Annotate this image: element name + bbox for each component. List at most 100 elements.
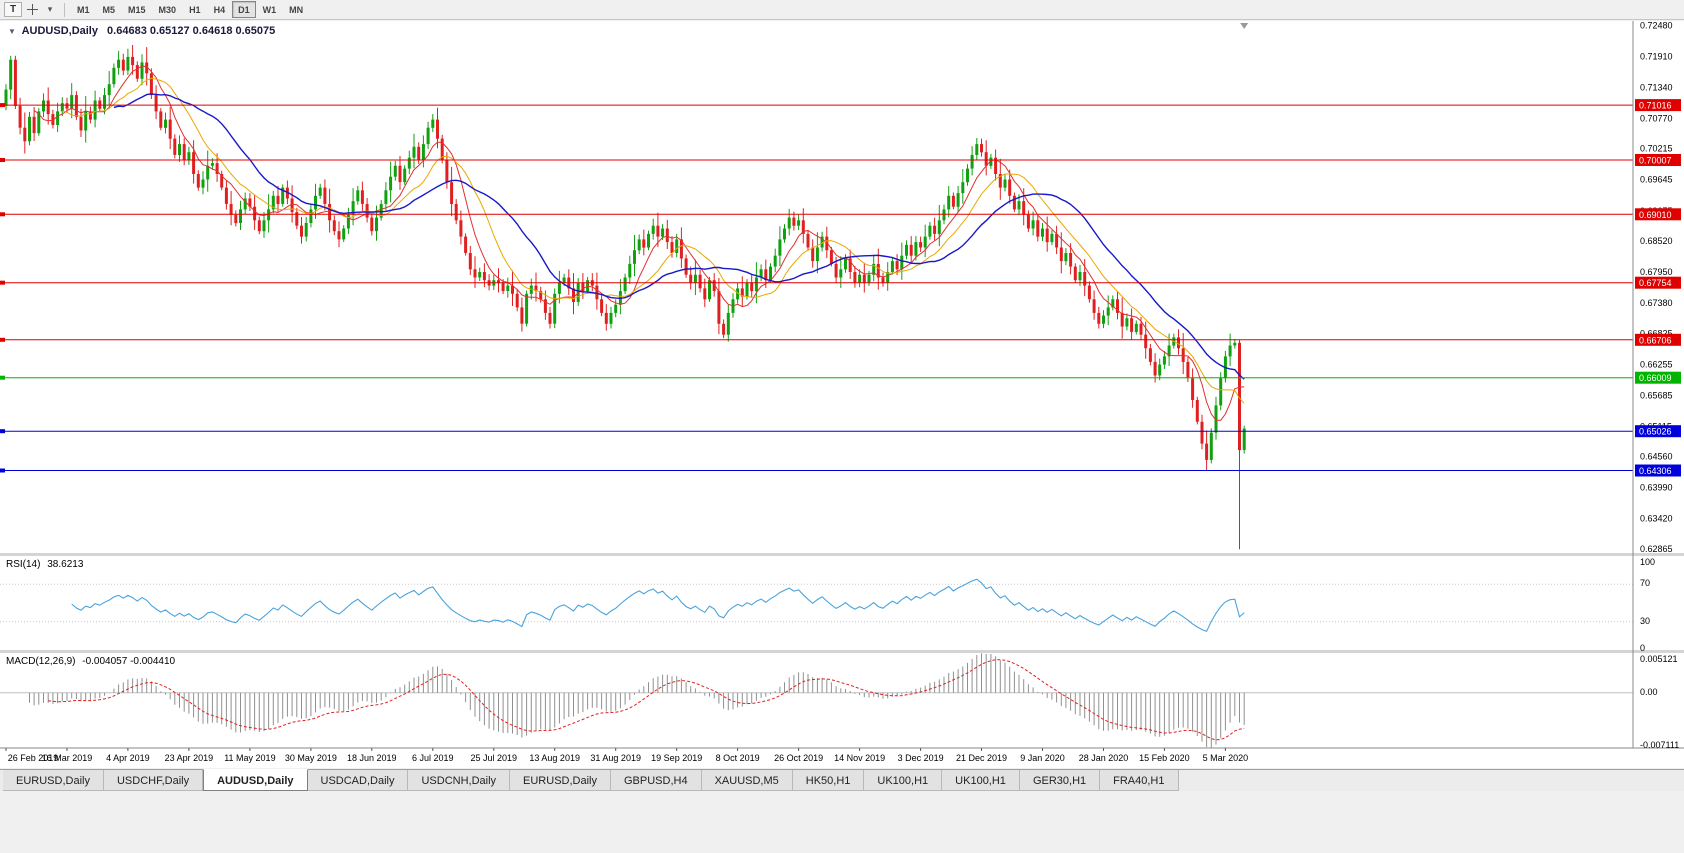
chart-window: 0.72480 0.71910 0.71340 0.70770 0.70215 0.696… (0, 20, 1684, 768)
svg-text:26 Feb 2019: 26 Feb 2019 (8, 753, 59, 763)
timeframe-button-d1[interactable]: D1 (232, 1, 256, 18)
svg-text:9 Jan 2020: 9 Jan 2020 (1020, 753, 1065, 763)
chart-tab-5-eurusd-daily[interactable]: EURUSD,Daily (510, 770, 611, 791)
svg-text:0.71016: 0.71016 (1639, 101, 1672, 111)
svg-text:0.65026: 0.65026 (1639, 427, 1672, 437)
svg-text:4 Apr 2019: 4 Apr 2019 (106, 753, 150, 763)
line-anchor[interactable] (0, 158, 5, 162)
timeframe-button-m5[interactable]: M5 (102, 4, 116, 15)
timeframe-button-mn[interactable]: MN (289, 4, 304, 15)
top-toolbar: T ▾ M1 M5 M15 M30 H1 H4 D1 W1 MN (0, 0, 1684, 20)
timeframe-button-m15[interactable]: M15 (128, 4, 146, 15)
svg-text:0.64560: 0.64560 (1640, 452, 1673, 462)
line-anchor[interactable] (0, 212, 5, 217)
collapse-icon[interactable]: ▼ (8, 27, 16, 36)
chart-symbol-label: AUDUSD,Daily (21, 25, 98, 37)
svg-text:0.70770: 0.70770 (1640, 114, 1673, 124)
svg-text:0.65685: 0.65685 (1640, 390, 1673, 400)
line-price-badge: 0.66706 (1635, 333, 1681, 346)
line-price-badge: 0.71016 (1635, 99, 1681, 112)
line-price-badge: 0.67754 (1635, 276, 1681, 289)
chart-tab-bar: EURUSD,Daily USDCHF,Daily AUDUSD,Daily USDC… (0, 769, 1684, 791)
panel-splitter[interactable] (0, 650, 1684, 653)
chart-ohlc-values: 0.64683 0.65127 0.64618 0.65075 (107, 25, 276, 37)
svg-text:0.72480: 0.72480 (1640, 21, 1673, 30)
candlesticks (4, 45, 1246, 550)
chart-shift-marker[interactable] (1240, 23, 1249, 29)
timeframe-button-h1[interactable]: H1 (189, 4, 201, 15)
svg-text:0.69010: 0.69010 (1639, 210, 1672, 220)
timeframe-button-w1[interactable]: W1 (262, 4, 277, 15)
svg-text:0.66706: 0.66706 (1639, 335, 1672, 345)
line-anchor[interactable] (0, 429, 5, 434)
tool-dropdown-button[interactable]: ▾ (42, 1, 58, 18)
line-anchor[interactable] (0, 280, 5, 285)
timeframe-button-m30[interactable]: M30 (158, 4, 177, 15)
chart-tab-8-hk50-h1[interactable]: HK50,H1 (792, 770, 865, 791)
svg-text:0.66255: 0.66255 (1640, 359, 1673, 369)
chart-tab-4-usdcnh-daily[interactable]: USDCNH,Daily (408, 770, 511, 791)
chart-tab-12-fra40-h1[interactable]: FRA40,H1 (1100, 770, 1179, 791)
chart-canvas[interactable]: 0.72480 0.71910 0.71340 0.70770 0.70215 0.696… (0, 20, 1684, 768)
chart-tab-1-usdchf-daily[interactable]: USDCHF,Daily (103, 770, 204, 791)
svg-text:5 Mar 2020: 5 Mar 2020 (1203, 753, 1249, 763)
svg-text:30 May 2019: 30 May 2019 (285, 753, 337, 763)
moving-average-24 (113, 93, 1245, 380)
line-price-badge: 0.66009 (1635, 371, 1681, 384)
macd-axis-label: 0.005121 (1640, 654, 1678, 664)
chart-tab-6-gbpusd-h4[interactable]: GBPUSD,H4 (611, 770, 702, 791)
chart-tab-2-audusd-daily[interactable]: AUDUSD,Daily (203, 769, 308, 791)
svg-text:0.71910: 0.71910 (1640, 51, 1673, 61)
svg-text:21 Dec 2019: 21 Dec 2019 (956, 753, 1007, 763)
timeframe-button-h4[interactable]: H4 (213, 4, 226, 15)
line-anchor[interactable] (0, 103, 5, 108)
line-price-badge: 0.65026 (1635, 425, 1681, 438)
rsi-axis-label: 100 (1640, 557, 1655, 567)
toolbar-separator (64, 2, 65, 17)
chart-tab-11-ger30-h1[interactable]: GER30,H1 (1019, 770, 1101, 791)
svg-text:18 Jun 2019: 18 Jun 2019 (347, 753, 397, 763)
crosshair-button[interactable] (24, 1, 40, 18)
svg-text:0.63420: 0.63420 (1640, 514, 1673, 524)
line-anchor[interactable] (0, 468, 5, 473)
timeframe-button-group: M1 M5 M15 M30 H1 H4 D1 W1 MN (71, 1, 310, 18)
line-anchor[interactable] (0, 337, 5, 342)
chart-tab-0-eurusd-daily[interactable]: EURUSD,Daily (3, 770, 104, 791)
svg-text:0.64306: 0.64306 (1639, 466, 1672, 476)
line-price-badge: 0.64306 (1635, 464, 1681, 477)
price-axis-labels: 0.72480 0.71910 0.71340 0.70770 0.70215 0.696… (1640, 20, 1673, 554)
chart-tab-9-uk100-h1[interactable]: UK100,H1 (864, 770, 943, 791)
svg-text:13 Aug 2019: 13 Aug 2019 (529, 753, 580, 763)
svg-text:16 Mar 2019: 16 Mar 2019 (42, 753, 93, 763)
svg-text:0.66825: 0.66825 (1640, 328, 1673, 338)
rsi-indicator-label: RSI(14) 38.6213 (6, 559, 83, 570)
line-price-badge: 0.70007 (1635, 154, 1681, 166)
window-background (0, 791, 1684, 853)
timeframe-button-m1[interactable]: M1 (77, 4, 90, 15)
text-tool-button[interactable]: T (4, 2, 22, 17)
chart-tab-3-usdcad-daily[interactable]: USDCAD,Daily (307, 770, 409, 791)
panel-splitter[interactable] (0, 553, 1684, 556)
svg-text:28 Jan 2020: 28 Jan 2020 (1079, 753, 1129, 763)
svg-text:0.70215: 0.70215 (1640, 144, 1673, 154)
moving-average-7 (33, 65, 1245, 421)
line-anchor[interactable] (0, 375, 5, 380)
macd-histogram (29, 653, 1245, 748)
svg-text:0.62865: 0.62865 (1640, 544, 1673, 554)
macd-axis-label: 0.00 (1640, 687, 1658, 697)
rsi-axis-label: 0 (1640, 643, 1645, 653)
rsi-axis-label: 70 (1640, 578, 1650, 588)
chart-tab-10-uk100-h1[interactable]: UK100,H1 (942, 770, 1020, 791)
svg-text:0.68520: 0.68520 (1640, 236, 1673, 246)
moving-average-13 (62, 77, 1245, 404)
svg-text:14 Nov 2019: 14 Nov 2019 (834, 753, 885, 763)
svg-text:0.66009: 0.66009 (1639, 373, 1672, 383)
svg-text:19 Sep 2019: 19 Sep 2019 (651, 753, 702, 763)
chart-title: ▼ AUDUSD,Daily 0.64683 0.65127 0.64618 0… (8, 25, 275, 37)
chart-tab-7-xauusd-m5[interactable]: XAUUSD,M5 (701, 770, 793, 791)
svg-text:0.67380: 0.67380 (1640, 298, 1673, 308)
rsi-value: 38.6213 (47, 559, 84, 570)
macd-name: MACD(12,26,9) (6, 656, 76, 667)
svg-text:15 Feb 2020: 15 Feb 2020 (1139, 753, 1190, 763)
